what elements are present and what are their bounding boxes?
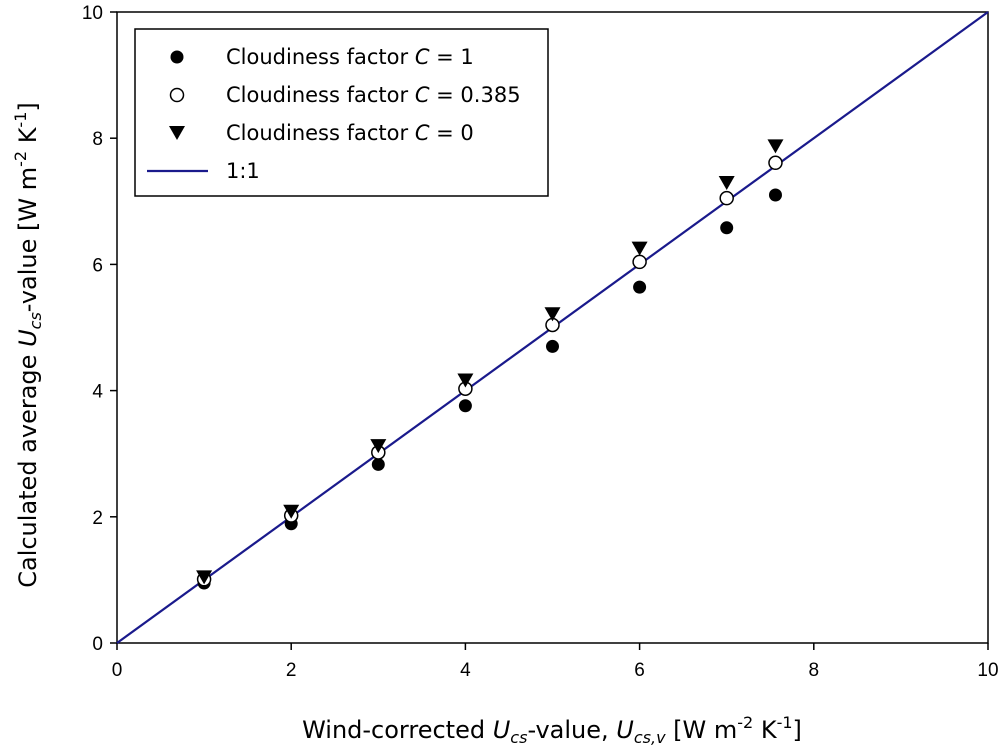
legend-marker-triangle-down: [169, 126, 185, 140]
point-c1: [546, 339, 559, 353]
point-c0: [718, 176, 735, 191]
point-c0: [196, 570, 213, 585]
legend-label-c0385: Cloudiness factor C = 0.385: [226, 83, 521, 107]
point-c0385: [632, 254, 647, 270]
point-c0: [767, 139, 784, 154]
y-tick-label: 2: [92, 508, 103, 529]
x-tick-label: 0: [112, 660, 123, 681]
x-tick-label: 2: [286, 660, 297, 681]
y-tick-label: 10: [82, 3, 103, 24]
x-tick-label: 8: [809, 660, 820, 681]
y-tick-label: 0: [92, 634, 103, 655]
legend-label-c1: Cloudiness factor C = 1: [226, 45, 474, 69]
point-c1: [768, 188, 782, 202]
plot-frame: [116, 11, 989, 644]
legend-label-c0: Cloudiness factor C = 0: [226, 121, 474, 145]
legend-marker-filled-circle: [170, 50, 184, 64]
point-c1: [371, 457, 385, 471]
y-tick-label: 8: [92, 129, 103, 150]
legend-marker-open-circle: [169, 87, 185, 103]
x-axis-title: Wind-corrected Ucs-value, Ucs,v [W m-2 K…: [302, 713, 802, 747]
x-axis: 0 2 4 6 8 10: [112, 643, 999, 681]
legend: Cloudiness factor C = 1 Cloudiness facto…: [134, 28, 549, 197]
point-c1: [720, 221, 734, 235]
legend-box: [134, 28, 549, 197]
y-axis-title: Calculated average Ucs-value [W m-2 K-1]: [11, 102, 45, 588]
x-tick-label: 6: [634, 660, 645, 681]
legend-label-1-1: 1:1: [226, 159, 260, 183]
y-axis: 0 2 4 6 8 10: [82, 3, 117, 655]
point-c0385: [768, 155, 783, 171]
point-c0: [631, 241, 648, 256]
y-tick-label: 6: [92, 255, 103, 276]
y-tick-label: 4: [92, 382, 103, 403]
x-tick-label: 10: [977, 660, 998, 681]
point-c1: [458, 399, 472, 413]
point-c1: [633, 280, 647, 294]
point-c0: [283, 504, 300, 519]
data-markers: [196, 139, 784, 590]
point-c0: [370, 439, 387, 454]
point-c0: [544, 307, 561, 322]
x-tick-label: 4: [460, 660, 471, 681]
point-c0: [457, 373, 474, 388]
point-c0385: [719, 190, 734, 206]
